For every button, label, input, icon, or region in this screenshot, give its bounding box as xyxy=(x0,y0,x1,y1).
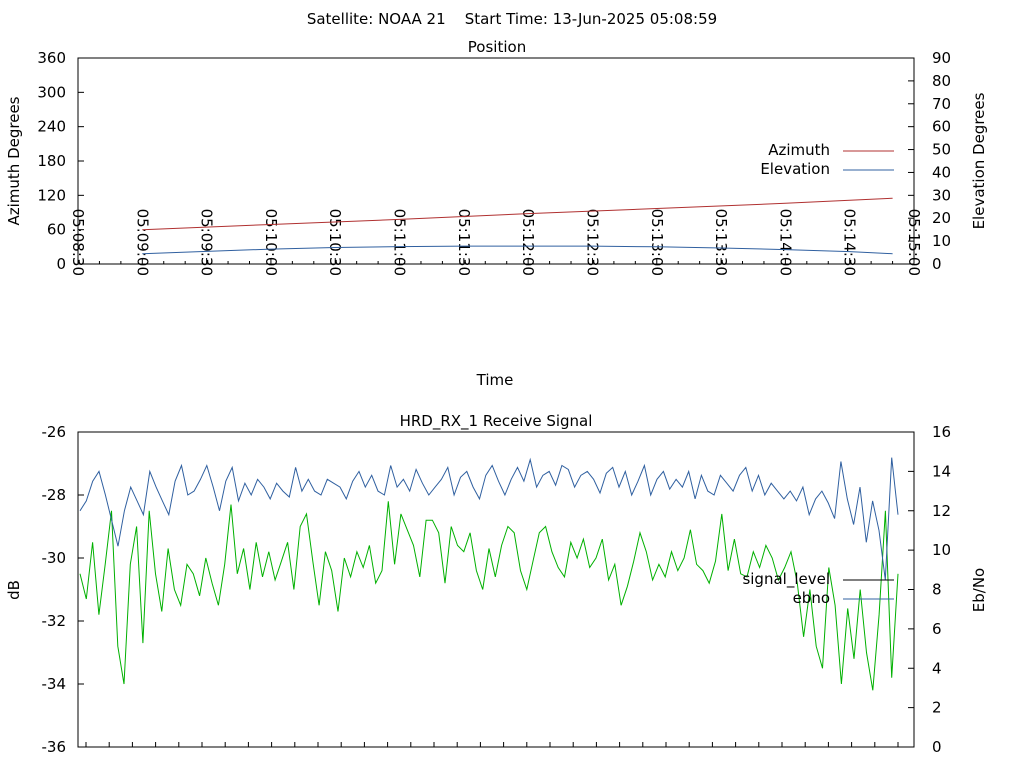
position-x-tick-label: 05:14:00 xyxy=(776,209,794,276)
position-y2-tick-label: 20 xyxy=(932,209,951,227)
position-legend-azimuth-label: Azimuth xyxy=(768,141,830,159)
position-legend-elevation-label: Elevation xyxy=(760,160,830,178)
position-y2-tick-label: 30 xyxy=(932,186,951,204)
position-x-tick-label: 05:13:30 xyxy=(712,209,730,276)
signal-y-tick-label: -32 xyxy=(42,612,67,630)
figure-title: Satellite: NOAA 21 Start Time: 13-Jun-20… xyxy=(307,10,717,28)
signal-series-ebno-line xyxy=(79,457,899,580)
signal-y-tick-label: -26 xyxy=(42,423,67,441)
signal-chart-title: HRD_RX_1 Receive Signal xyxy=(400,412,593,431)
position-x-tick-label: 05:13:00 xyxy=(648,209,666,276)
signal-y2-tick-label: 0 xyxy=(932,738,942,756)
signal-y2-tick-label: 14 xyxy=(932,462,951,480)
position-x-tick-label: 05:11:00 xyxy=(391,209,409,276)
signal-y2-tick-label: 2 xyxy=(932,699,942,717)
position-y2-tick-label: 80 xyxy=(932,72,951,90)
position-x-tick-label: 05:10:00 xyxy=(262,209,280,276)
signal-plot-frame xyxy=(77,431,915,748)
signal-y-tick-label: -36 xyxy=(42,738,67,756)
signal-y-tick-label: -28 xyxy=(42,486,67,504)
position-y-tick-label: 240 xyxy=(37,118,66,136)
position-y2-axis-label: Elevation Degrees xyxy=(970,92,988,229)
position-y-tick-label: 180 xyxy=(37,152,66,170)
signal-y2-axis-label: Eb/No xyxy=(970,568,988,612)
position-y2-tick-label: 40 xyxy=(932,163,951,181)
signal-y2-tick-label: 16 xyxy=(932,423,951,441)
position-x-tick-label: 05:09:30 xyxy=(198,209,216,276)
position-x-tick-label: 05:12:00 xyxy=(519,209,537,276)
signal-y2-tick-label: 4 xyxy=(932,659,942,677)
position-x-tick-label: 05:09:00 xyxy=(133,209,151,276)
position-y-tick-label: 120 xyxy=(37,186,66,204)
position-y2-tick-label: 50 xyxy=(932,141,951,159)
signal-y2-tick-label: 6 xyxy=(932,620,942,638)
position-x-tick-label: 05:14:30 xyxy=(841,209,859,276)
signal-y-tick-label: -30 xyxy=(42,549,67,567)
position-series-elevation-line xyxy=(142,245,893,255)
position-y-tick-label: 360 xyxy=(37,49,66,67)
position-y2-tick-label: 70 xyxy=(932,95,951,113)
position-x-tick-label: 05:10:30 xyxy=(326,209,344,276)
signal-y2-tick-label: 10 xyxy=(932,541,951,559)
position-x-axis-label: Time xyxy=(476,371,514,389)
position-chart-title: Position xyxy=(468,38,526,56)
signal-y-axis-label: dB xyxy=(5,580,23,600)
position-y2-tick-label: 90 xyxy=(932,49,951,67)
signal-y-tick-label: -34 xyxy=(42,675,67,693)
position-series-azimuth-line xyxy=(142,197,893,231)
signal-legend-ebno-label: ebno xyxy=(793,589,830,607)
signal-series-signal-level-line xyxy=(79,501,899,691)
signal-y2-tick-label: 8 xyxy=(932,581,942,599)
position-y-tick-label: 0 xyxy=(56,255,66,273)
position-y2-tick-label: 10 xyxy=(932,232,951,250)
signal-legend-signal-level-label: signal_level xyxy=(742,570,830,589)
position-y2-tick-label: 0 xyxy=(932,255,942,273)
position-y2-tick-label: 60 xyxy=(932,118,951,136)
position-y-tick-label: 60 xyxy=(47,221,66,239)
position-y-tick-label: 300 xyxy=(37,83,66,101)
signal-y2-tick-label: 12 xyxy=(932,502,951,520)
position-x-tick-label: 05:08:30 xyxy=(69,209,87,276)
position-y-axis-label: Azimuth Degrees xyxy=(5,96,23,225)
position-x-tick-label: 05:11:30 xyxy=(455,209,473,276)
position-x-tick-label: 05:15:00 xyxy=(905,209,923,276)
chart-marks-layer: 060120180240300360010203040506070809005:… xyxy=(37,49,951,756)
position-x-tick-label: 05:12:30 xyxy=(583,209,601,276)
